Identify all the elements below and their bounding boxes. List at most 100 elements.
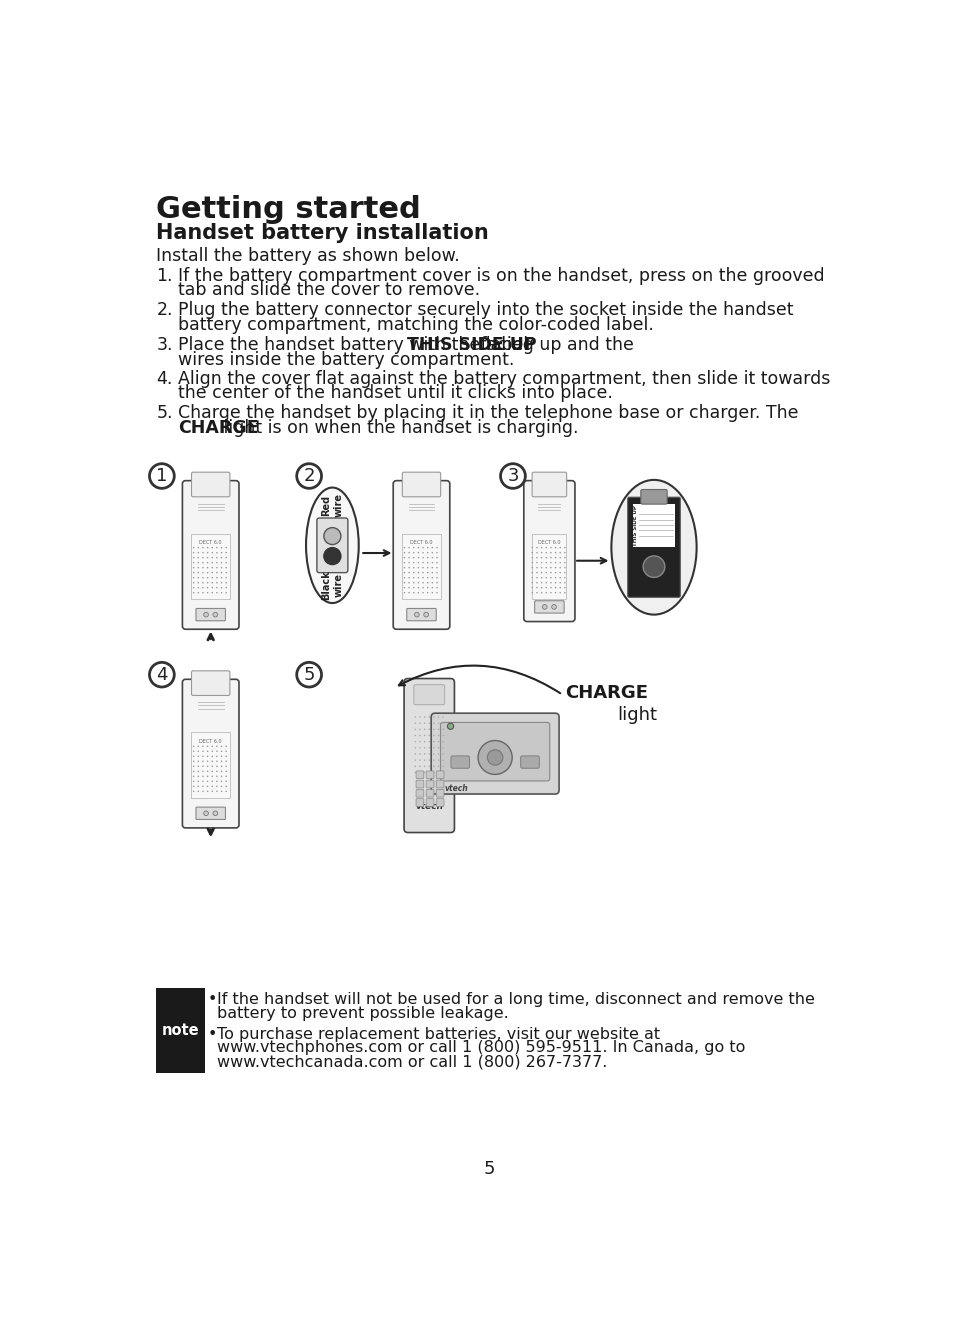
Circle shape — [417, 582, 418, 584]
Circle shape — [427, 546, 428, 548]
Circle shape — [207, 592, 208, 593]
Circle shape — [207, 566, 208, 568]
Text: vtech: vtech — [415, 802, 443, 811]
Circle shape — [413, 592, 415, 593]
Circle shape — [550, 577, 551, 578]
Circle shape — [423, 723, 425, 724]
Circle shape — [225, 552, 227, 553]
Circle shape — [433, 728, 435, 729]
Circle shape — [193, 791, 194, 792]
Circle shape — [408, 587, 410, 588]
Circle shape — [433, 747, 435, 748]
Circle shape — [197, 562, 199, 564]
FancyBboxPatch shape — [192, 472, 230, 497]
Circle shape — [216, 776, 217, 778]
Circle shape — [442, 759, 443, 762]
Circle shape — [225, 562, 227, 564]
Circle shape — [417, 592, 418, 593]
Circle shape — [536, 577, 537, 578]
Bar — [633, 504, 675, 548]
Circle shape — [193, 786, 194, 787]
Circle shape — [428, 759, 430, 762]
Circle shape — [413, 546, 415, 548]
Circle shape — [427, 566, 428, 568]
Circle shape — [193, 756, 194, 758]
Circle shape — [296, 663, 321, 687]
Circle shape — [423, 766, 425, 767]
Circle shape — [563, 566, 565, 568]
Circle shape — [558, 577, 560, 578]
Circle shape — [202, 786, 204, 787]
Circle shape — [207, 552, 208, 553]
Circle shape — [423, 754, 425, 755]
Circle shape — [403, 566, 405, 568]
Circle shape — [545, 566, 546, 568]
Circle shape — [216, 786, 217, 787]
Circle shape — [408, 557, 410, 558]
Circle shape — [193, 587, 194, 588]
Circle shape — [202, 780, 204, 782]
Circle shape — [193, 780, 194, 782]
Circle shape — [193, 552, 194, 553]
Circle shape — [545, 592, 546, 593]
Circle shape — [531, 572, 533, 573]
Circle shape — [500, 464, 525, 489]
Circle shape — [563, 582, 565, 584]
Circle shape — [563, 552, 565, 553]
FancyBboxPatch shape — [402, 472, 440, 497]
Circle shape — [323, 548, 340, 565]
Circle shape — [225, 751, 227, 752]
Circle shape — [431, 566, 433, 568]
Circle shape — [422, 572, 423, 573]
Circle shape — [436, 566, 437, 568]
Circle shape — [558, 546, 560, 548]
Circle shape — [212, 566, 213, 568]
Circle shape — [431, 546, 433, 548]
Circle shape — [197, 566, 199, 568]
Circle shape — [212, 745, 213, 747]
Circle shape — [558, 552, 560, 553]
Circle shape — [197, 760, 199, 762]
Circle shape — [413, 557, 415, 558]
Circle shape — [558, 592, 560, 593]
FancyBboxPatch shape — [393, 481, 449, 629]
Circle shape — [540, 552, 542, 553]
Circle shape — [202, 562, 204, 564]
Circle shape — [558, 566, 560, 568]
Text: DECT 6.0: DECT 6.0 — [410, 540, 433, 545]
Circle shape — [427, 552, 428, 553]
Circle shape — [417, 562, 418, 564]
Text: •: • — [208, 991, 216, 1007]
FancyBboxPatch shape — [440, 723, 549, 782]
Circle shape — [403, 552, 405, 553]
Circle shape — [417, 557, 418, 558]
Circle shape — [418, 754, 420, 755]
Circle shape — [193, 745, 194, 747]
Text: 3.: 3. — [156, 335, 172, 354]
Circle shape — [225, 791, 227, 792]
Circle shape — [558, 582, 560, 584]
Circle shape — [220, 582, 222, 584]
FancyBboxPatch shape — [451, 756, 469, 768]
Circle shape — [202, 771, 204, 772]
Circle shape — [225, 760, 227, 762]
FancyBboxPatch shape — [532, 534, 566, 600]
Circle shape — [197, 582, 199, 584]
Text: note: note — [161, 1023, 199, 1038]
Circle shape — [433, 741, 435, 743]
Circle shape — [197, 546, 199, 548]
Text: the center of the handset until it clicks into place.: the center of the handset until it click… — [178, 385, 613, 402]
Text: Getting started: Getting started — [156, 195, 421, 224]
Circle shape — [417, 566, 418, 568]
Circle shape — [197, 572, 199, 573]
Circle shape — [555, 592, 556, 593]
Circle shape — [197, 786, 199, 787]
Bar — [156, 989, 204, 1073]
Circle shape — [431, 562, 433, 564]
Circle shape — [193, 572, 194, 573]
Circle shape — [225, 582, 227, 584]
Text: To purchase replacement batteries, visit our website at: To purchase replacement batteries, visit… — [216, 1026, 659, 1042]
Circle shape — [437, 747, 439, 748]
Circle shape — [540, 566, 542, 568]
Circle shape — [417, 577, 418, 578]
